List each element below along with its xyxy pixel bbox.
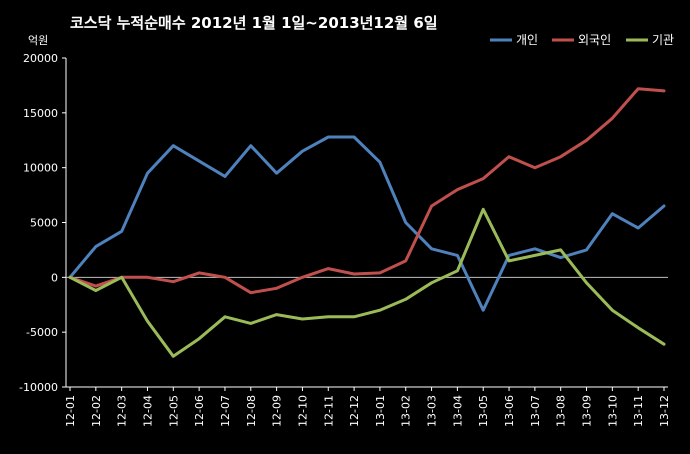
x-tick-label: 12-04 — [141, 395, 154, 427]
y-axis-unit-label: 억원 — [28, 34, 48, 47]
x-tick-label: 12-11 — [322, 395, 335, 427]
chart-title: 코스닥 누적순매수 2012년 1월 1일~2013년12월 6일 — [70, 14, 438, 32]
x-tick-label: 12-10 — [296, 395, 309, 427]
x-tick-label: 13-10 — [606, 395, 619, 427]
x-tick-label: 12-08 — [245, 395, 258, 427]
x-tick-label: 13-11 — [632, 395, 645, 427]
x-tick-label: 13-12 — [658, 395, 671, 427]
y-tick-label: 15000 — [23, 107, 58, 120]
y-tick-label: -5000 — [26, 326, 58, 339]
legend-label-3: 기관 — [652, 33, 674, 47]
y-tick-label: -10000 — [19, 381, 58, 394]
x-tick-label: 13-03 — [426, 395, 439, 427]
x-tick-label: 12-09 — [271, 395, 284, 427]
axes: 20000 15000 10000 5000 0 -5000 -10000 12-01 12-0… — [19, 52, 671, 427]
x-tick-label: 12-06 — [193, 395, 206, 427]
x-tick-label: 13-02 — [400, 395, 413, 427]
legend: 개인 외국인 기관 — [490, 33, 674, 47]
x-tick-label: 12-05 — [167, 395, 180, 427]
y-tick-label: 20000 — [23, 52, 58, 65]
series-layer — [68, 87, 666, 358]
legend-label-1: 개인 — [516, 33, 538, 47]
x-tick-label: 12-01 — [64, 395, 77, 427]
x-tick-label: 13-01 — [374, 395, 387, 427]
x-tick-label: 13-09 — [581, 395, 594, 427]
y-tick-label: 0 — [51, 271, 58, 284]
x-tick-label: 13-05 — [477, 395, 490, 427]
x-tick-label: 12-03 — [116, 395, 129, 427]
x-tick-label: 13-04 — [451, 395, 464, 427]
series-line-2 — [68, 87, 666, 295]
x-tick-label: 13-06 — [503, 395, 516, 427]
x-tick-label: 12-12 — [348, 395, 361, 427]
legend-label-2: 외국인 — [578, 33, 611, 47]
x-tick-label: 12-02 — [90, 395, 103, 427]
x-tick-label: 12-07 — [219, 395, 232, 427]
series-line-3 — [68, 207, 666, 358]
y-tick-label: 5000 — [30, 217, 58, 230]
x-tick-label: 13-07 — [529, 395, 542, 427]
x-tick-label: 13-08 — [555, 395, 568, 427]
y-tick-label: 10000 — [23, 162, 58, 175]
